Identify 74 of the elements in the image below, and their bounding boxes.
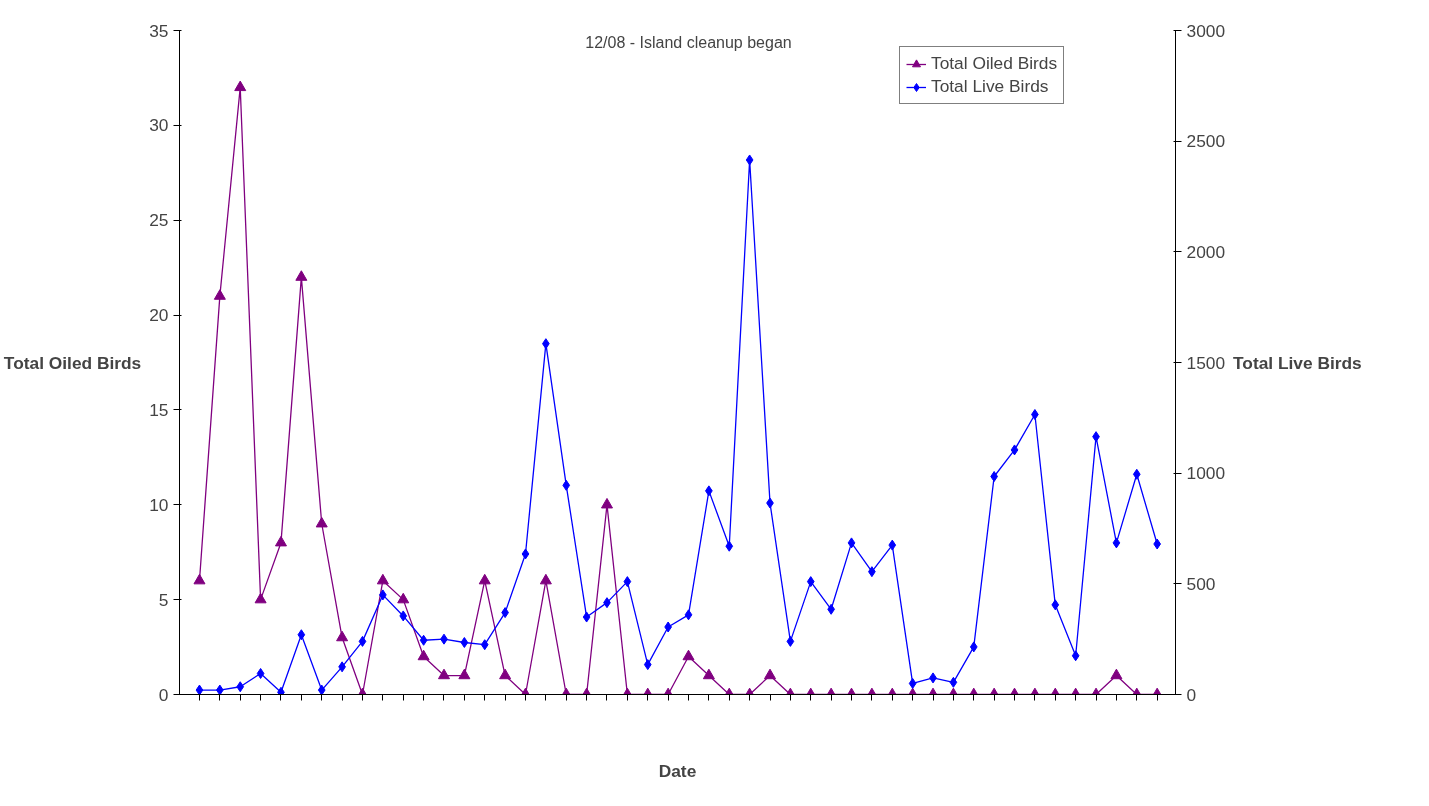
point xyxy=(806,576,815,588)
y2-tick-label: 0 xyxy=(1186,684,1197,705)
point xyxy=(1112,537,1121,549)
point xyxy=(949,676,958,688)
point xyxy=(458,668,471,680)
point xyxy=(480,639,489,651)
legend-label: Total Live Birds xyxy=(931,76,1049,97)
point xyxy=(643,659,652,671)
point xyxy=(216,684,224,695)
annotation: 12/08 - Island cleanup began xyxy=(585,33,792,51)
point xyxy=(315,516,328,528)
point xyxy=(725,540,734,552)
point xyxy=(419,634,428,646)
point xyxy=(908,677,917,689)
point xyxy=(684,609,693,621)
point xyxy=(623,576,632,588)
point xyxy=(539,573,552,585)
y-tick-label: 15 xyxy=(149,399,169,420)
point xyxy=(521,548,530,560)
point xyxy=(745,154,754,166)
point xyxy=(317,684,326,695)
point xyxy=(847,537,856,549)
point xyxy=(1051,599,1060,611)
point xyxy=(358,635,367,647)
point xyxy=(888,539,897,551)
point xyxy=(297,629,306,641)
y2-tick-label: 1500 xyxy=(1186,352,1226,373)
point xyxy=(499,668,512,680)
y-tick-label: 25 xyxy=(149,210,169,231)
y2-tick-label: 2500 xyxy=(1186,131,1226,152)
y2-tick-label: 1000 xyxy=(1186,463,1226,484)
point xyxy=(562,479,571,491)
y2-tick-label: 2000 xyxy=(1186,241,1226,262)
point xyxy=(1071,650,1080,662)
point xyxy=(376,573,389,585)
point xyxy=(969,641,978,653)
point xyxy=(397,592,410,604)
point xyxy=(702,668,715,680)
point xyxy=(786,635,795,647)
y-tick-label: 10 xyxy=(149,494,169,515)
y-tick-label: 30 xyxy=(149,115,169,136)
point xyxy=(254,592,267,604)
point xyxy=(399,610,408,622)
y2-tick-label: 500 xyxy=(1186,573,1216,594)
point xyxy=(764,668,777,680)
point xyxy=(274,535,287,547)
point xyxy=(234,80,247,92)
y-tick-label: 20 xyxy=(149,305,169,326)
y2-axis-title: Total Live Birds xyxy=(1233,352,1362,373)
x-axis-title: Date xyxy=(658,760,697,781)
point xyxy=(460,636,469,648)
y2-tick-label: 3000 xyxy=(1186,20,1226,41)
point xyxy=(213,289,226,300)
point xyxy=(1110,668,1123,680)
point xyxy=(336,630,349,642)
point xyxy=(417,649,430,661)
point xyxy=(277,686,285,695)
y-tick-label: 35 xyxy=(149,20,169,41)
point xyxy=(478,573,491,585)
legend-label: Total Oiled Birds xyxy=(931,53,1058,74)
point xyxy=(236,681,245,693)
point xyxy=(582,611,591,623)
point xyxy=(1010,444,1019,456)
point xyxy=(195,684,204,695)
y-tick-label: 0 xyxy=(158,684,169,705)
point xyxy=(601,497,613,509)
point xyxy=(256,667,265,679)
point xyxy=(437,668,450,680)
y-tick-label: 5 xyxy=(158,589,169,610)
y-axis-title: Total Oiled Birds xyxy=(3,352,142,373)
point xyxy=(193,573,206,585)
point xyxy=(295,270,308,281)
point xyxy=(1132,468,1141,480)
point xyxy=(682,649,695,661)
